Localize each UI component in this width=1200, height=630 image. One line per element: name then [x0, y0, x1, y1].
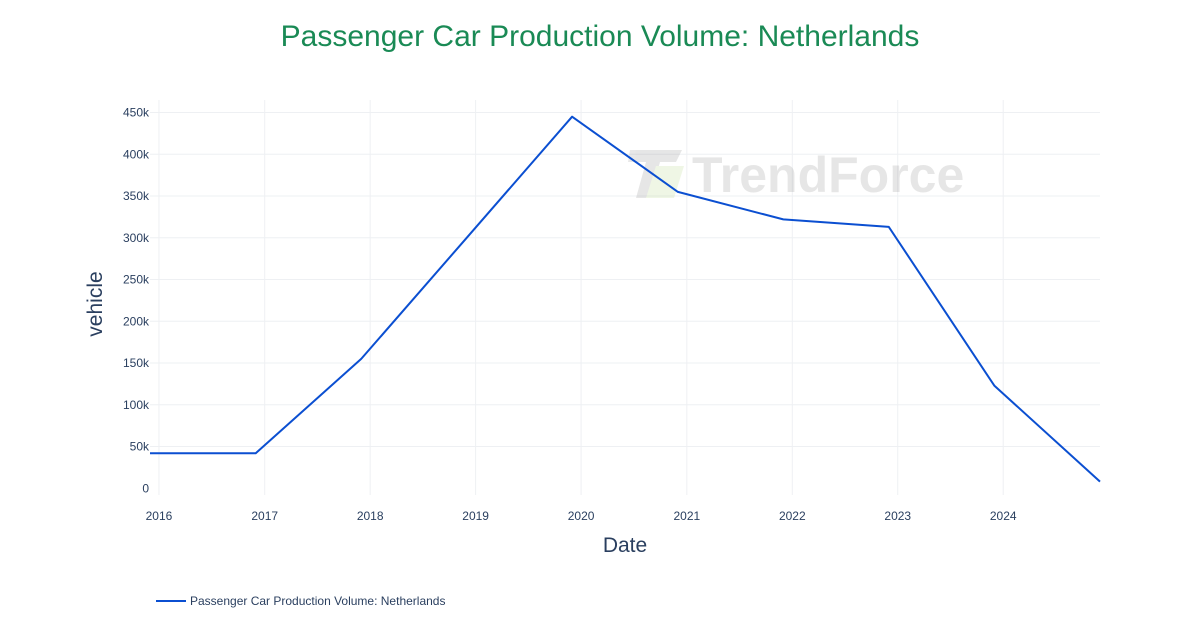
y-tick-label: 50k	[130, 440, 150, 454]
y-tick-label: 200k	[123, 314, 150, 328]
x-tick-label: 2021	[673, 509, 700, 523]
y-tick-label: 450k	[123, 106, 150, 120]
y-tick-label: 150k	[123, 356, 150, 370]
watermark-text: TrendForce	[692, 147, 964, 203]
y-tick-label: 350k	[123, 189, 150, 203]
y-tick-label: 250k	[123, 273, 150, 287]
x-tick-label: 2022	[779, 509, 806, 523]
x-tick-label: 2019	[462, 509, 489, 523]
y-axis-title: vehicle	[84, 271, 107, 336]
chart-title: Passenger Car Production Volume: Netherl…	[280, 20, 920, 53]
x-tick-label: 2016	[146, 509, 173, 523]
x-tick-label: 2018	[357, 509, 384, 523]
y-tick-label: 0	[142, 481, 149, 495]
x-axis-ticks: 2016 2017 2018 2019 2020 2021 2022 2023 2024	[146, 509, 1017, 523]
y-tick-label: 100k	[123, 398, 150, 412]
series-line[interactable]	[150, 115, 1101, 483]
series-layer	[150, 115, 1101, 483]
grid	[150, 100, 1100, 495]
x-tick-label: 2020	[568, 509, 595, 523]
x-tick-label: 2024	[990, 509, 1017, 523]
x-tick-label: 2017	[251, 509, 278, 523]
legend-label: Passenger Car Production Volume: Netherl…	[190, 594, 446, 608]
legend[interactable]: Passenger Car Production Volume: Netherl…	[156, 594, 445, 608]
x-tick-label: 2023	[884, 509, 911, 523]
legend-swatch	[156, 600, 186, 602]
x-axis-title: Date	[603, 534, 647, 557]
watermark-logo: TrendForce	[628, 147, 964, 203]
y-tick-label: 400k	[123, 147, 150, 161]
y-axis-ticks: 0 50k 100k 150k 200k 250k 300k 350k 400k 450k	[123, 106, 150, 496]
y-tick-label: 300k	[123, 231, 150, 245]
